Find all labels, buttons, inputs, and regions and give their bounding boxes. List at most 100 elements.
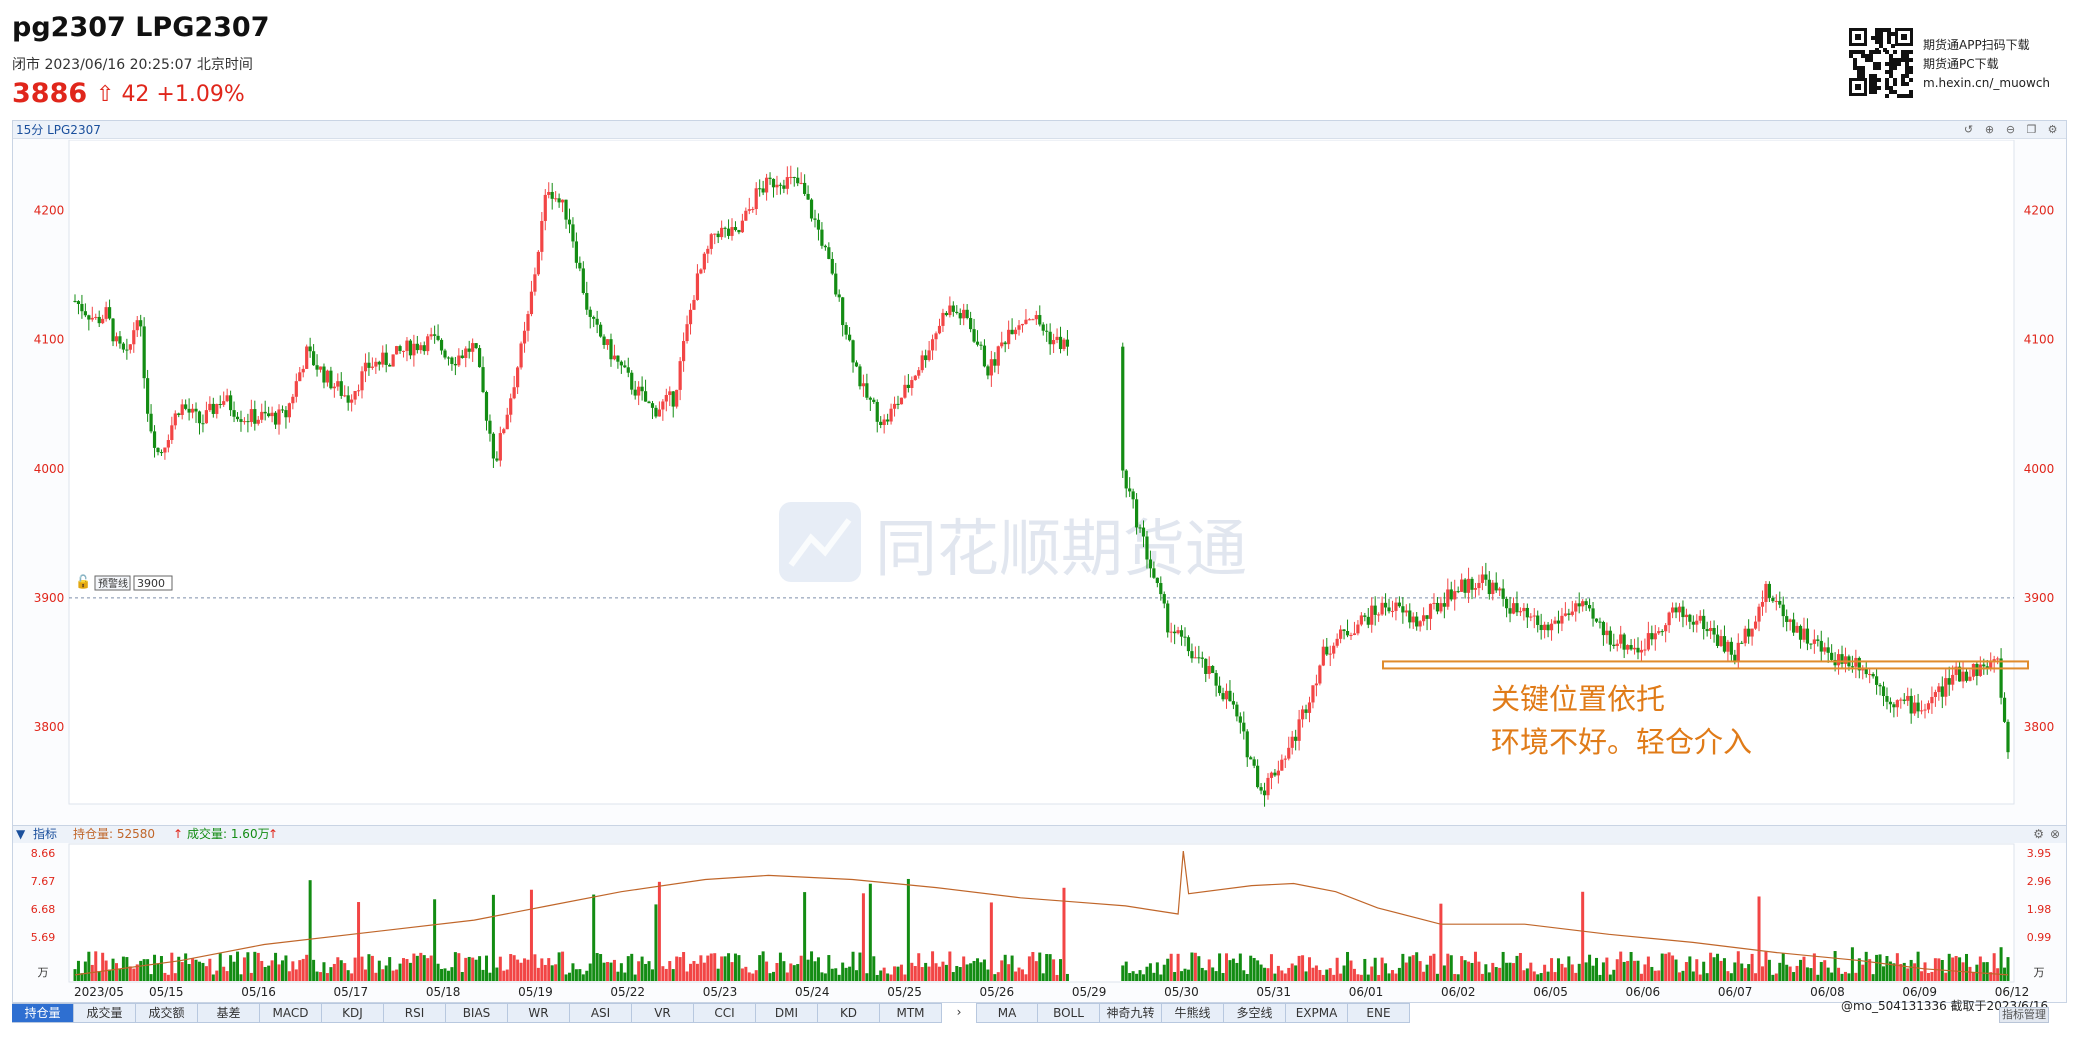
tab-boll[interactable]: BOLL: [1038, 1003, 1100, 1023]
footer-credit: @mo_504131336 截取于2023/6/16: [1841, 999, 2049, 1013]
candle-body: [872, 399, 876, 402]
candle-body: [1657, 631, 1661, 634]
tab-ene[interactable]: ENE: [1348, 1003, 1410, 1023]
candle-body: [1418, 621, 1422, 627]
volume-bar: [142, 959, 146, 981]
tab-kdj[interactable]: KDJ: [322, 1003, 384, 1023]
volume-bar: [232, 961, 236, 981]
volume-bar: [913, 966, 917, 981]
tab-asi[interactable]: ASI: [570, 1003, 632, 1023]
candle-body: [173, 413, 177, 426]
undo-icon[interactable]: ↺: [1963, 123, 1974, 136]
candle-body: [1937, 686, 1941, 693]
candle-body: [512, 387, 516, 399]
indicator-close-icon[interactable]: ⊗: [2049, 827, 2060, 841]
tab-ma[interactable]: MA: [976, 1003, 1038, 1023]
candle-body: [1190, 651, 1194, 659]
tab-bias[interactable]: BIAS: [446, 1003, 508, 1023]
indicator-manage-button[interactable]: 指标管理: [1999, 1007, 2049, 1023]
candlestick-chart[interactable]: 同花顺期货通 🔓 预警线 3900 关键位置依托 环境不好。轻仓介入 4200 4…: [13, 140, 2068, 826]
tab-dmi[interactable]: DMI: [756, 1003, 818, 1023]
alert-badge[interactable]: 🔓 预警线 3900: [75, 574, 173, 591]
volume-bar: [370, 955, 374, 981]
tab-macd[interactable]: MACD: [260, 1003, 322, 1023]
candle-body: [1857, 657, 1861, 671]
tab-shenqi[interactable]: 神奇九转: [1100, 1003, 1162, 1023]
tab-wr[interactable]: WR: [508, 1003, 570, 1023]
candle-body: [747, 209, 751, 211]
volume-bar: [1148, 963, 1152, 981]
zoom-out-icon[interactable]: ⊖: [2005, 123, 2016, 136]
candle-body: [277, 409, 281, 425]
tab-duokong[interactable]: 多空线: [1224, 1003, 1286, 1023]
tab-kd[interactable]: KD: [818, 1003, 880, 1023]
volume-bar: [1733, 962, 1737, 981]
volume-bar: [1204, 970, 1208, 981]
volume-bar: [606, 961, 610, 981]
candle-body: [834, 273, 838, 295]
volume-bar: [1332, 974, 1336, 981]
chevron-right-icon[interactable]: ›: [942, 1003, 976, 1023]
main-chart-panel[interactable]: 15分 LPG2307 ↺ ⊕ ⊖ ❐ ⚙ 同花顺期货通 🔓 预警线 3900 …: [12, 120, 2067, 826]
tab-volume[interactable]: 成交量: [74, 1003, 136, 1023]
volume-bar: [1252, 957, 1256, 981]
x-tick-label: 06/09: [1902, 985, 1937, 999]
tab-rsi[interactable]: RSI: [384, 1003, 446, 1023]
volume-bar: [910, 962, 914, 981]
candle-body: [602, 336, 606, 345]
volume-bar: [1588, 954, 1592, 981]
indicator-settings-icon[interactable]: ⚙: [2033, 827, 2044, 841]
candle-body: [1909, 695, 1913, 714]
volume-bar: [446, 970, 450, 981]
promo-url[interactable]: m.hexin.cn/_muowch: [1923, 76, 2051, 90]
volume-bar: [920, 967, 924, 981]
volume-bar: [419, 952, 423, 981]
volume-bar: [657, 881, 661, 981]
indicator-panel[interactable]: 8.66 7.67 6.68 5.69 3.95 2.96 1.98 0.99 万 万: [12, 843, 2067, 1003]
candle-body: [125, 349, 129, 351]
volume-bar: [1971, 972, 1975, 981]
tab-vr[interactable]: VR: [632, 1003, 694, 1023]
volume-bar: [453, 952, 457, 981]
candle-body: [1197, 657, 1201, 659]
volume-bar: [1010, 955, 1014, 981]
tab-cci[interactable]: CCI: [694, 1003, 756, 1023]
tab-oi[interactable]: 持仓量: [12, 1003, 74, 1023]
indicator-toggle-icon[interactable]: ▼: [16, 827, 26, 841]
volume-bar: [1041, 973, 1045, 981]
candle-body: [809, 199, 814, 219]
volume-bar: [125, 957, 129, 981]
volume-bar: [1397, 967, 1401, 981]
candle-body: [1152, 568, 1156, 578]
tab-niuxiong[interactable]: 牛熊线: [1162, 1003, 1224, 1023]
candle-body: [1688, 614, 1692, 622]
tab-mtm[interactable]: MTM: [880, 1003, 942, 1023]
volume-oi-chart[interactable]: 8.66 7.67 6.68 5.69 3.95 2.96 1.98 0.99 万 万: [13, 843, 2068, 983]
settings-icon[interactable]: ⚙: [2047, 123, 2058, 136]
volume-bar: [1249, 955, 1253, 981]
candle-body: [1141, 527, 1146, 537]
volume-bar: [402, 958, 406, 981]
volume-bar: [969, 963, 973, 981]
volume-bar: [744, 966, 748, 981]
volume-bar: [851, 951, 855, 981]
candle-body: [1753, 621, 1758, 629]
tab-turnover[interactable]: 成交额: [136, 1003, 198, 1023]
tab-basis[interactable]: 基差: [198, 1003, 260, 1023]
candle-body: [1055, 336, 1059, 340]
candle-body: [139, 320, 143, 327]
tab-expma[interactable]: EXPMA: [1286, 1003, 1348, 1023]
volume-bar: [931, 951, 935, 981]
volume-bar: [1370, 966, 1374, 981]
candle-body: [229, 395, 233, 411]
candle-body: [1715, 634, 1720, 646]
window-icon[interactable]: ❐: [2026, 123, 2037, 136]
candle-body: [675, 389, 679, 407]
promo-text: 期货通APP扫码下载 期货通PC下载 m.hexin.cn/_muowch: [1923, 36, 2050, 93]
volume-bar: [699, 955, 703, 981]
zoom-in-icon[interactable]: ⊕: [1984, 123, 1995, 136]
volume-bar: [1684, 962, 1688, 981]
volume-bar: [1155, 962, 1159, 981]
candle-body: [439, 339, 444, 351]
volume-bar: [644, 963, 648, 981]
